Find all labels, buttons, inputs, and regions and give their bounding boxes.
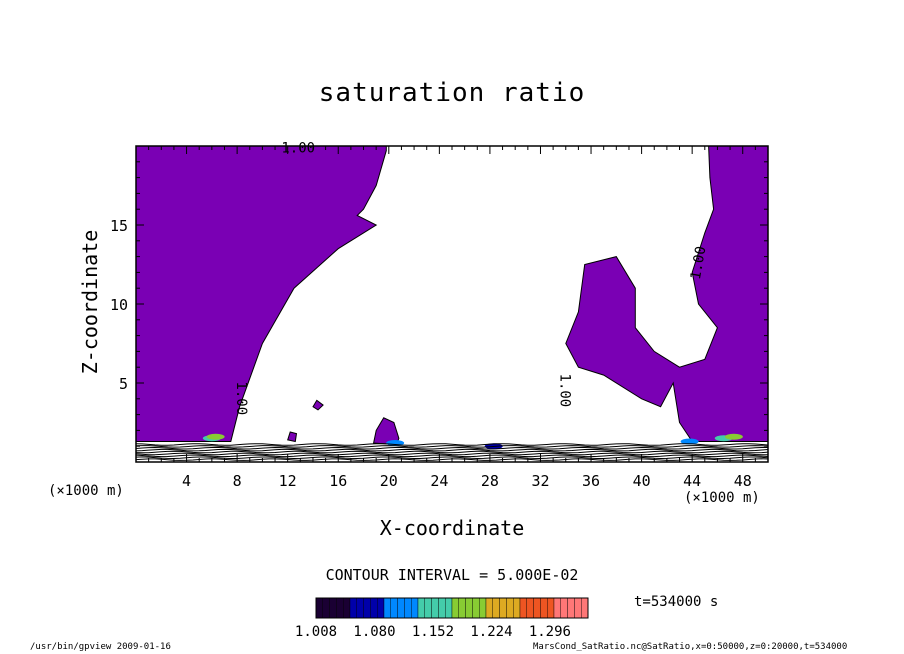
shaded-region-3 [287,431,298,443]
colorbar-tick-label: 1.224 [470,624,512,640]
colorbar-segment [424,597,432,619]
colorbar-segment [411,597,419,619]
colorbar: 1.008 1.080 1.152 1.224 1.296 [295,597,589,640]
colorbar-segment [540,597,548,619]
colorbar-segment [581,597,589,619]
surface-contour-3 [135,452,768,456]
y-tick-label: 15 [110,217,128,235]
colorbar-segment [458,597,466,619]
x-unit-label-left: (×1000 m) [48,483,124,499]
x-tick-label: 44 [683,472,701,490]
colorbar-segment [560,597,568,619]
shaded-region-1 [565,145,769,442]
contour-interval-text: CONTOUR INTERVAL = 5.000E-02 [325,566,579,584]
colorbar-segment [383,597,392,619]
surface-contour-2 [135,454,769,458]
colorbar-segment [417,597,426,619]
x-tick-label: 48 [734,472,752,490]
colorbar-segment [547,597,555,619]
x-tick-label: 28 [481,472,499,490]
x-tick-label: 36 [582,472,600,490]
colorbar-segment [485,597,494,619]
chart-title: saturation ratio [318,78,586,108]
colorbar-tick-label: 1.296 [529,624,571,640]
colorbar-segment [519,597,528,619]
colorbar-segment [404,597,412,619]
footer-left: /usr/bin/gpview 2009-01-16 [30,642,171,652]
colorbar-segment [553,597,562,619]
surface-contour-8 [135,443,769,446]
colorbar-segment [499,597,507,619]
x-tick-label: 12 [279,472,297,490]
x-tick-label: 32 [531,472,549,490]
surface-contour-1 [135,456,769,460]
colorbar-segment [465,597,473,619]
x-tick-label: 40 [633,472,651,490]
colorbar-segment [526,597,534,619]
colorbar-segment [574,597,582,619]
x-tick-label: 8 [233,472,242,490]
colorbar-segment [315,597,324,619]
x-tick-label: 16 [329,472,347,490]
x-tick-label: 20 [380,472,398,490]
contour-label-1: 1.00 [233,381,249,415]
footer-right: MarsCond_SatRatio.nc@SatRatio,x=0:50000,… [533,642,848,652]
surface-contour-4 [135,450,769,454]
contour-label-0: 1.00 [281,140,315,156]
surface-contour-7 [135,445,769,448]
colorbar-segment [370,597,378,619]
colorbar-segment [533,597,541,619]
y-tick-label: 10 [110,296,128,314]
surface-contour-6 [135,446,768,450]
x-tick-label: 24 [430,472,448,490]
colorbar-segment [451,597,460,619]
time-label: t=534000 s [634,594,719,610]
surface-contour-5 [135,448,769,452]
colorbar-segment [479,597,487,619]
colorbar-segment [349,597,358,619]
hot-spot-1 [206,433,225,440]
colorbar-segment [356,597,364,619]
colorbar-segment [329,597,337,619]
contour-label-3: 1.00 [688,245,710,281]
x-unit-label-right: (×1000 m) [684,490,760,506]
colorbar-segment [567,597,575,619]
colorbar-segment [431,597,439,619]
colorbar-segment [472,597,480,619]
colorbar-segment [397,597,405,619]
hot-spot-4 [680,438,699,445]
colorbar-segment [390,597,398,619]
colorbar-segment [513,597,521,619]
colorbar-segment [438,597,446,619]
x-axis-label: X-coordinate [379,516,525,540]
x-tick-label: 4 [182,472,191,490]
colorbar-segment [363,597,371,619]
shaded-region-4 [312,399,324,411]
plot-area: 1.00 1.00 1.00 1.00 [135,140,769,461]
colorbar-segment [322,597,330,619]
colorbar-tick-label: 1.008 [295,624,337,640]
colorbar-frame [315,597,589,619]
colorbar-segment [506,597,514,619]
y-tick-label: 5 [119,375,128,393]
colorbar-segment [336,597,344,619]
colorbar-tick-label: 1.080 [353,624,395,640]
shaded-region-0 [135,145,387,442]
hot-spot-3 [724,433,743,440]
colorbar-segment [445,597,453,619]
colorbar-segment [343,597,351,619]
contour-label-2: 1.00 [557,374,573,408]
colorbar-segment [492,597,500,619]
colorbar-segment [377,597,385,619]
colorbar-tick-label: 1.152 [412,624,454,640]
